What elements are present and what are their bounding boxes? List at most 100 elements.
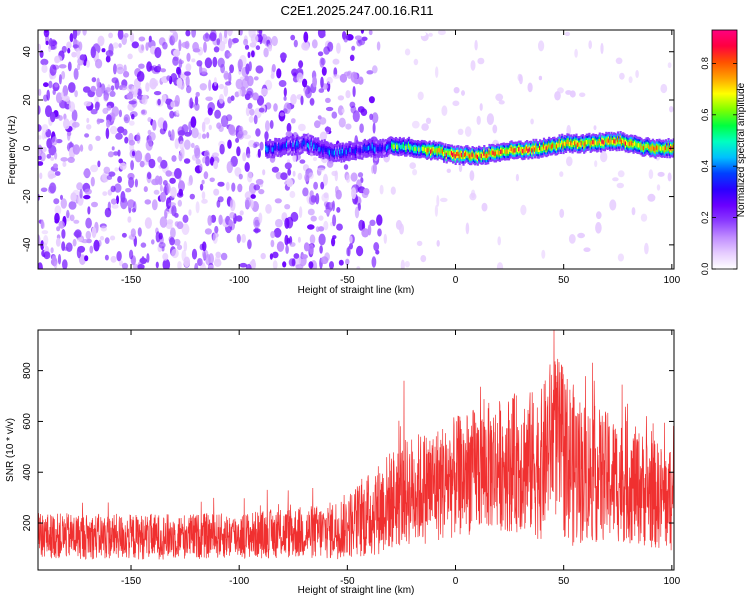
heatmap-cell [177, 130, 186, 136]
heatmap-cell [158, 175, 163, 186]
heatmap-cell [226, 161, 233, 174]
heatmap-cell [168, 130, 172, 138]
heatmap-cell [116, 66, 124, 75]
heatmap-cell [238, 89, 243, 97]
heatmap-cell [39, 172, 43, 180]
heatmap-cell [183, 240, 188, 252]
heatmap-cell [70, 192, 77, 202]
heatmap-cell [116, 251, 122, 262]
y-tick-label: 200 [22, 514, 33, 531]
heatmap-cell [253, 184, 261, 191]
heatmap-cell [153, 189, 160, 195]
heatmap-cell [224, 30, 228, 39]
ridge-cell [308, 144, 311, 149]
ridge-cell [365, 146, 368, 152]
heatmap-cell [58, 220, 65, 229]
heatmap-cell [97, 160, 101, 168]
heatmap-cell [303, 242, 310, 252]
heatmap-cell [188, 209, 192, 216]
heatmap-cell [372, 65, 378, 74]
heatmap-cell [436, 240, 440, 247]
ridge-cell [310, 141, 313, 147]
heatmap-cell [248, 61, 252, 72]
heatmap-cell [286, 237, 291, 244]
heatmap-cell [127, 53, 133, 60]
heatmap-cell [258, 107, 265, 113]
heatmap-cell [298, 123, 306, 132]
ridge-cell [304, 140, 307, 145]
heatmap-cell [289, 190, 296, 199]
heatmap-cell [74, 90, 78, 98]
heatmap-cell [38, 43, 41, 51]
heatmap-cell [305, 87, 312, 99]
ridge-cell [671, 146, 674, 151]
heatmap-cell [195, 91, 200, 97]
heatmap-cell [256, 95, 265, 106]
heatmap-cell [495, 93, 504, 102]
heatmap-cell [202, 249, 209, 260]
ridge-cell [536, 147, 539, 152]
ridge-cell [346, 149, 350, 155]
ridge-cell [382, 145, 385, 150]
ridge-cell [267, 147, 270, 152]
heatmap-cell [225, 181, 230, 191]
heatmap-cell [101, 48, 106, 53]
heatmap-cell [369, 219, 376, 226]
heatmap-cell [458, 164, 463, 173]
heatmap-cell [185, 75, 190, 88]
heatmap-cell [270, 231, 276, 239]
x-tick-label: 50 [558, 576, 570, 587]
heatmap-cell [162, 252, 169, 261]
heatmap-cell [371, 165, 375, 174]
heatmap-cell [85, 217, 92, 229]
heatmap-cell [204, 155, 210, 167]
heatmap-cell [196, 60, 203, 67]
ridge-cell [583, 142, 586, 148]
heatmap-cell [619, 72, 625, 80]
heatmap-cell [227, 52, 232, 57]
heatmap-cell [255, 128, 261, 137]
heatmap-cell [38, 155, 42, 160]
heatmap-cell [173, 238, 181, 246]
heatmap-cell [67, 61, 72, 72]
ridge-cell [541, 146, 544, 151]
heatmap-cell [358, 38, 366, 46]
ridge-cell [478, 152, 481, 157]
x-tick-label: 100 [663, 576, 680, 587]
heatmap-cell [345, 123, 352, 130]
heatmap-cell [647, 81, 652, 93]
ridge-cell [614, 139, 617, 144]
heatmap-cell [110, 85, 115, 91]
heatmap-cell [111, 106, 120, 117]
ridge-cell [578, 142, 581, 147]
heatmap-cell [96, 77, 100, 89]
ridge-cell [518, 147, 521, 152]
heatmap-cell [541, 249, 546, 259]
ridge-cell [550, 144, 553, 149]
heatmap-cell [38, 262, 43, 269]
heatmap-cell [253, 114, 258, 125]
heatmap-cell [436, 195, 440, 207]
heatmap-cell [325, 106, 334, 112]
heatmap-cell [160, 159, 168, 169]
heatmap-cell [190, 116, 197, 128]
heatmap-cell [271, 64, 276, 73]
heatmap-cell [498, 100, 505, 105]
heatmap-cell [600, 42, 604, 55]
heatmap-cell [638, 30, 645, 34]
ridge-cell [343, 151, 346, 156]
heatmap-cell [308, 261, 314, 269]
heatmap-cell [354, 35, 362, 41]
ridge-cell [487, 153, 490, 158]
heatmap-cell [49, 64, 57, 76]
ridge-cell [666, 147, 669, 152]
heatmap-cell [83, 101, 92, 107]
heatmap-cell [656, 184, 661, 191]
ridge-cell [344, 150, 347, 155]
heatmap-cell [396, 68, 403, 80]
chart-title: C2E1.2025.247.00.16.R11 [281, 3, 434, 18]
heatmap-cell [496, 262, 504, 269]
heatmap-cell [54, 83, 59, 88]
heatmap-cell [109, 125, 118, 135]
heatmap-cell [126, 83, 134, 92]
